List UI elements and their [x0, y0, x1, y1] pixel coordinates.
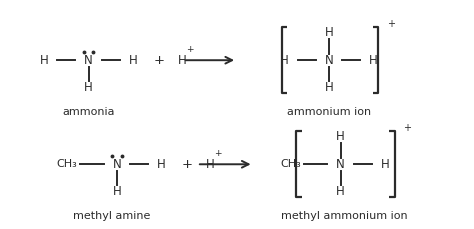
Text: H: H — [206, 158, 215, 171]
Text: N: N — [112, 158, 121, 171]
Text: H: H — [112, 185, 121, 198]
Text: H: H — [369, 54, 378, 67]
Text: H: H — [40, 54, 49, 67]
Text: N: N — [325, 54, 333, 67]
Text: H: H — [336, 130, 345, 143]
Text: +: + — [186, 45, 193, 54]
Text: +: + — [387, 19, 395, 29]
Text: ammonia: ammonia — [62, 107, 115, 117]
Text: methyl amine: methyl amine — [73, 211, 151, 221]
Text: H: H — [178, 54, 187, 67]
Text: +: + — [403, 123, 411, 133]
Text: H: H — [325, 26, 333, 39]
Text: H: H — [280, 54, 289, 67]
Text: H: H — [128, 54, 137, 67]
Text: H: H — [84, 81, 93, 94]
Text: CH₃: CH₃ — [280, 159, 301, 169]
Text: H: H — [157, 158, 165, 171]
Text: +: + — [214, 149, 222, 158]
Text: H: H — [381, 158, 389, 171]
Text: N: N — [336, 158, 345, 171]
Text: CH₃: CH₃ — [56, 159, 77, 169]
Text: H: H — [325, 81, 333, 94]
Text: methyl ammonium ion: methyl ammonium ion — [281, 211, 408, 221]
Text: H: H — [336, 185, 345, 198]
Text: N: N — [84, 54, 93, 67]
Text: +: + — [182, 158, 192, 171]
Text: ammonium ion: ammonium ion — [287, 107, 371, 117]
Text: +: + — [153, 54, 164, 67]
